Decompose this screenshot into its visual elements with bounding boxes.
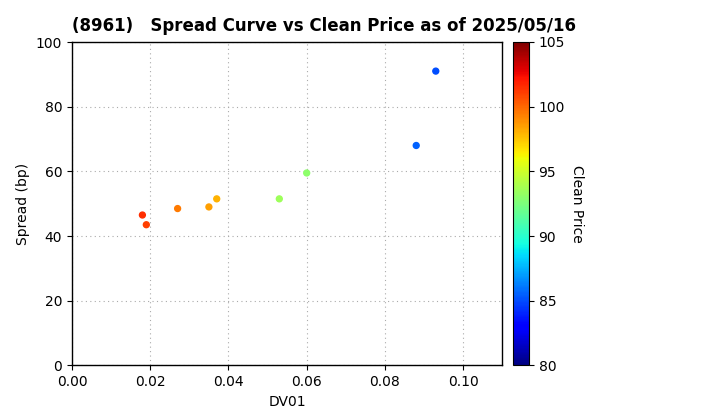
Point	[410, 142, 422, 149]
Point	[172, 205, 184, 212]
Point	[137, 212, 148, 218]
Point	[203, 204, 215, 210]
X-axis label: DV01: DV01	[269, 395, 306, 409]
Point	[301, 170, 312, 176]
Text: (8961)   Spread Curve vs Clean Price as of 2025/05/16: (8961) Spread Curve vs Clean Price as of…	[72, 17, 576, 35]
Point	[211, 195, 222, 202]
Point	[140, 221, 152, 228]
Point	[274, 195, 285, 202]
Y-axis label: Spread (bp): Spread (bp)	[17, 163, 30, 245]
Y-axis label: Clean Price: Clean Price	[570, 165, 585, 243]
Point	[430, 68, 441, 74]
